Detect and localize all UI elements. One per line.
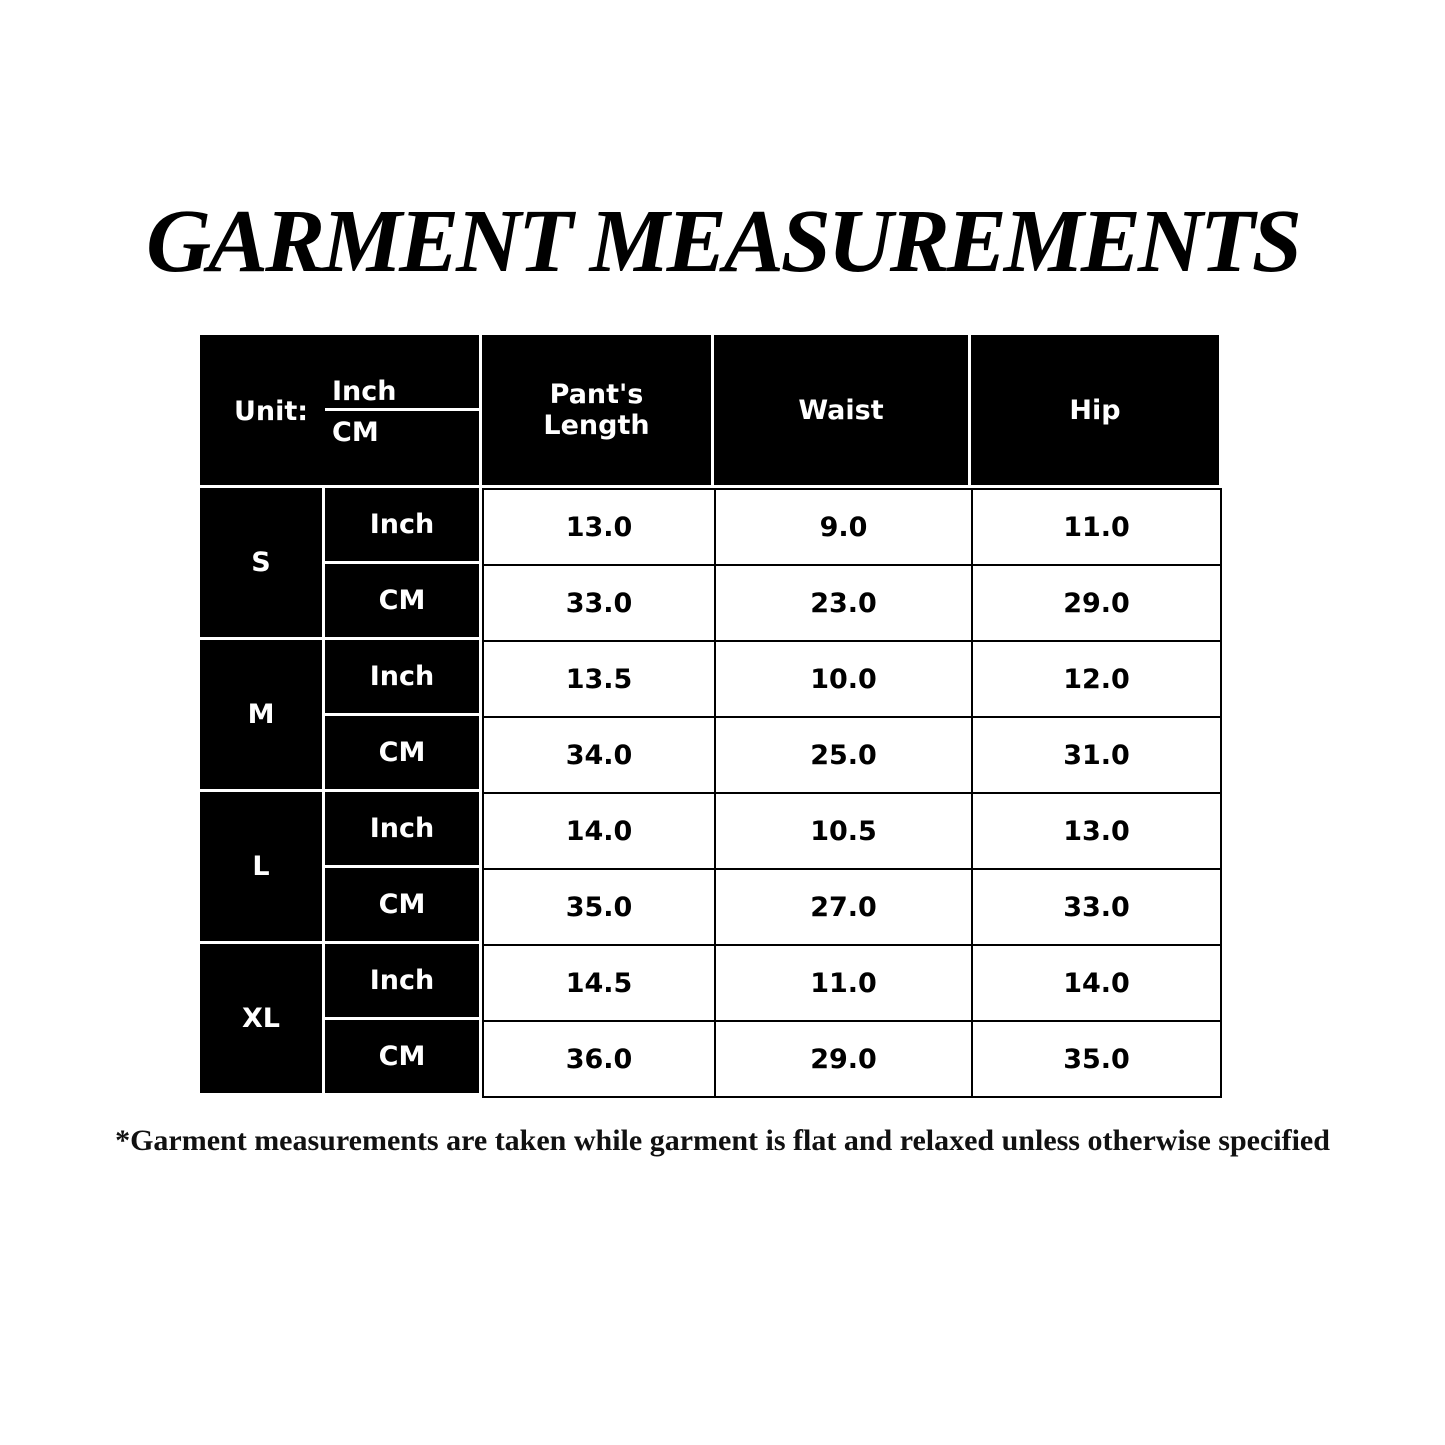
value-cell: 10.0 [714, 640, 973, 718]
value-cell: 25.0 [714, 716, 973, 794]
footnote: *Garment measurements are taken while ga… [115, 1124, 1330, 1157]
value-cell: 13.5 [482, 640, 716, 718]
unit-option: Inch [332, 376, 397, 407]
value-cell: 29.0 [971, 564, 1222, 642]
size-label: L [200, 792, 322, 941]
value-cell: 14.0 [482, 792, 716, 870]
value-cell: 36.0 [482, 1020, 716, 1098]
column-header: Pant's Length [482, 335, 711, 485]
unit-option: CM [332, 417, 379, 448]
unit-cell: CM [325, 716, 479, 789]
size-label: M [200, 640, 322, 789]
unit-cell: CM [325, 564, 479, 637]
value-cell: 14.5 [482, 944, 716, 1022]
value-cell: 34.0 [482, 716, 716, 794]
value-cell: 11.0 [971, 488, 1222, 566]
value-cell: 33.0 [971, 868, 1222, 946]
column-header: Waist [714, 335, 968, 485]
size-label: XL [200, 944, 322, 1093]
value-cell: 23.0 [714, 564, 973, 642]
unit-cell: Inch [325, 488, 479, 561]
unit-cell: Inch [325, 792, 479, 865]
value-cell: 11.0 [714, 944, 973, 1022]
value-cell: 13.0 [482, 488, 716, 566]
unit-cell: CM [325, 1020, 479, 1093]
value-cell: 14.0 [971, 944, 1222, 1022]
value-cell: 10.5 [714, 792, 973, 870]
unit-divider [325, 408, 480, 411]
value-cell: 33.0 [482, 564, 716, 642]
value-cell: 12.0 [971, 640, 1222, 718]
value-cell: 9.0 [714, 488, 973, 566]
value-cell: 29.0 [714, 1020, 973, 1098]
value-cell: 27.0 [714, 868, 973, 946]
title: GARMENT MEASUREMENTS [146, 192, 1302, 291]
value-cell: 31.0 [971, 716, 1222, 794]
value-cell: 35.0 [971, 1020, 1222, 1098]
unit-cell: CM [325, 868, 479, 941]
unit-cell: Inch [325, 640, 479, 713]
unit-label: Unit: [234, 396, 309, 427]
value-cell: 13.0 [971, 792, 1222, 870]
value-cell: 35.0 [482, 868, 716, 946]
unit-cell: Inch [325, 944, 479, 1017]
column-header: Hip [971, 335, 1219, 485]
size-label: S [200, 488, 322, 637]
